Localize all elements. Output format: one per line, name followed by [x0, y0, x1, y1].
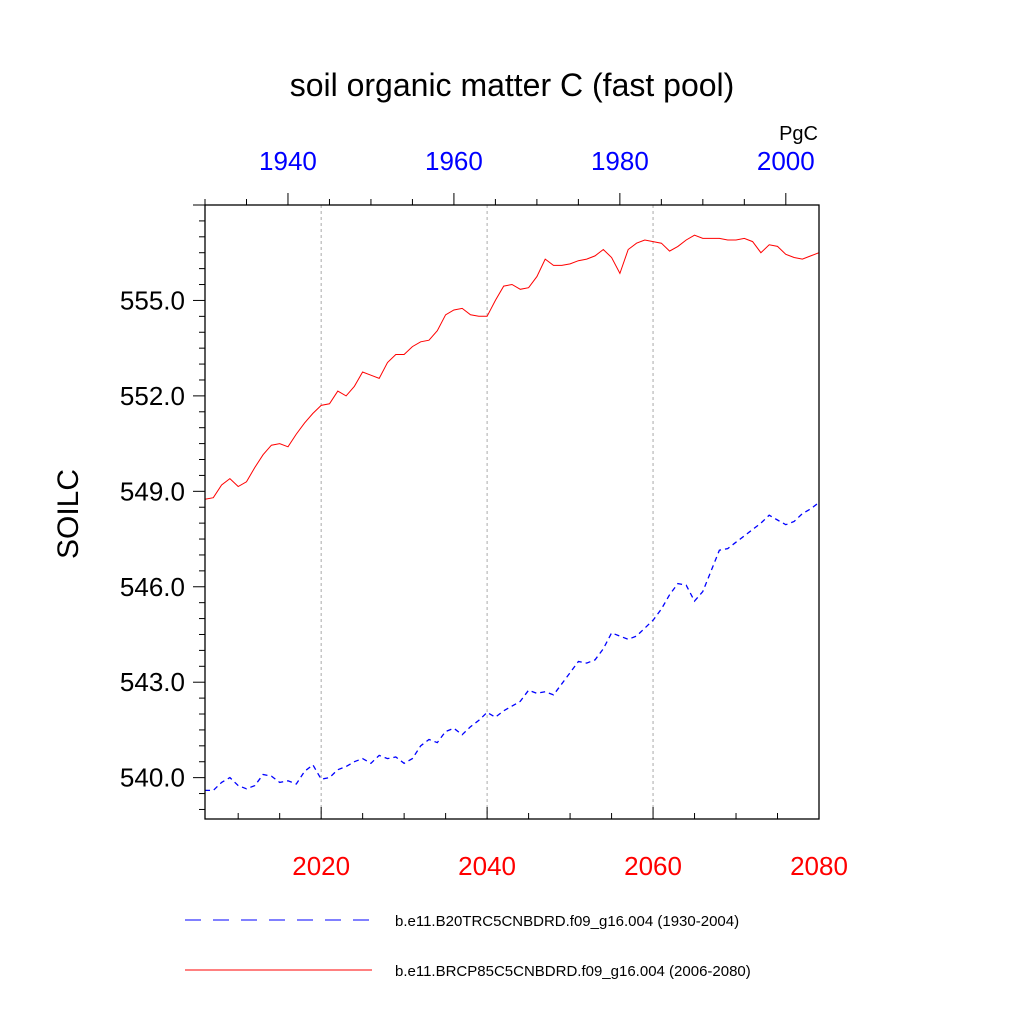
bottom-tick-label-2040: 2040	[458, 851, 516, 881]
series-line-1	[205, 501, 820, 792]
top-tick-label-2000: 2000	[757, 146, 815, 176]
tick-labels: 2020 2040 2060 2080 1940 1960 1980 2000 540.0 543…	[120, 146, 848, 881]
legend-label-2: b.e11.BRCP85C5CNBDRD.f09_g16.004 (2006-2…	[395, 963, 751, 980]
bottom-tick-label-2020: 2020	[292, 851, 350, 881]
legend-label-1: b.e11.B20TRC5CNBDRD.f09_g16.004 (1930-20…	[395, 913, 739, 930]
y-tick-label-546.0: 546.0	[120, 572, 185, 602]
bottom-tick-label-2080: 2080	[790, 851, 848, 881]
plot-frame	[204, 204, 820, 820]
top-tick-label-1980: 1980	[591, 146, 649, 176]
top-tick-label-1960: 1960	[425, 146, 483, 176]
y-tick-label-549.0: 549.0	[120, 476, 185, 506]
y-axis-label: SOILC	[52, 469, 85, 559]
series-layer	[204, 234, 820, 792]
bottom-tick-label-2060: 2060	[624, 851, 682, 881]
y-tick-label-543.0: 543.0	[120, 667, 185, 697]
top-tick-label-1940: 1940	[259, 146, 317, 176]
y-tick-label-540.0: 540.0	[120, 763, 185, 793]
grid-lines	[320, 205, 654, 819]
series-line-2	[204, 234, 820, 500]
chart-title: soil organic matter C (fast pool)	[290, 67, 735, 103]
axis-ticks	[193, 193, 820, 819]
units-label: PgC	[779, 123, 818, 145]
y-tick-label-555.0: 555.0	[120, 285, 185, 315]
y-tick-label-552.0: 552.0	[120, 381, 185, 411]
legend: b.e11.B20TRC5CNBDRD.f09_g16.004 (1930-20…	[185, 913, 751, 980]
